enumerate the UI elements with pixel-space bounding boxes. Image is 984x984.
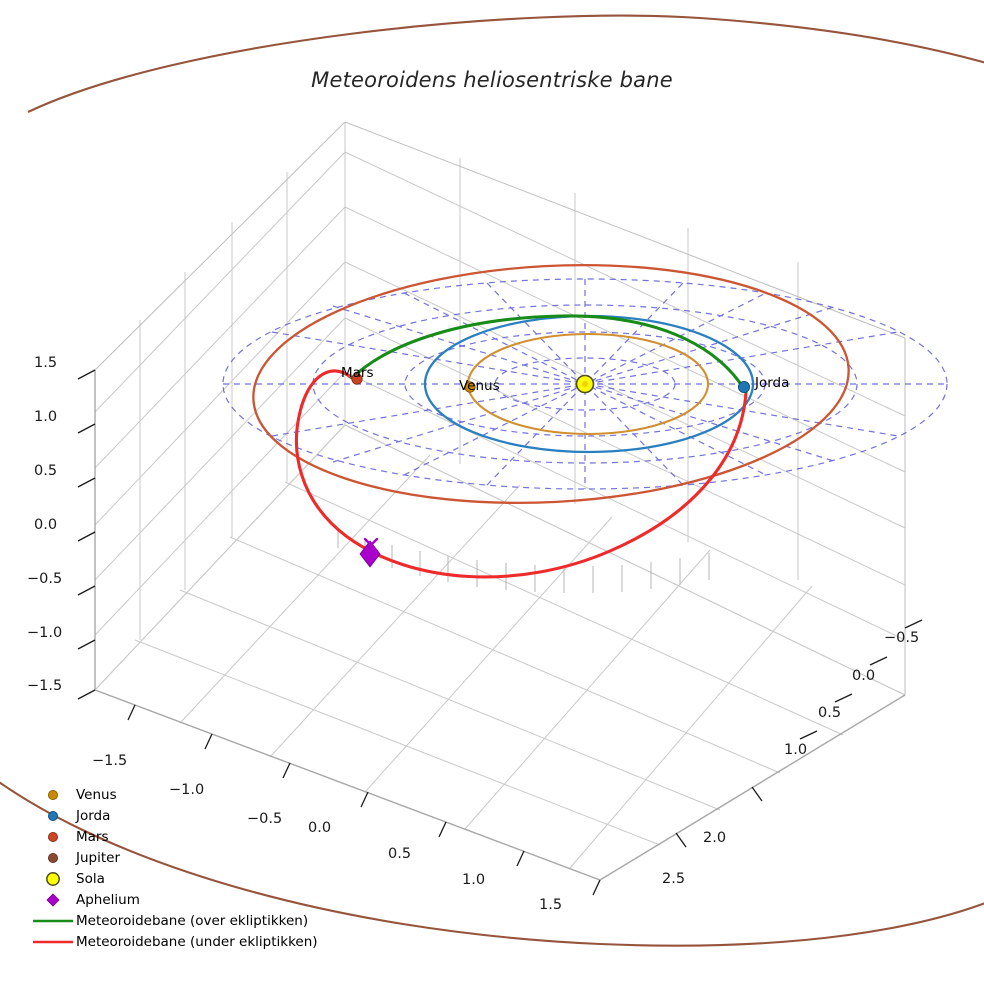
y-tick-1_0: 1.0 bbox=[34, 409, 58, 425]
body-label-mars: Mars bbox=[341, 365, 374, 381]
x-tick-0_0: 0.0 bbox=[308, 820, 332, 836]
x-tick-neg1_0: −1.0 bbox=[169, 782, 205, 798]
page-title: Meteoroidens heliosentriske bane bbox=[311, 68, 673, 92]
legend-marker-venus-icon bbox=[30, 784, 76, 805]
legend-marker-sola-icon bbox=[30, 868, 76, 889]
z-tick-neg0_5: −0.5 bbox=[884, 630, 920, 646]
legend-item-venus: Venus bbox=[30, 784, 330, 805]
y-tick-0_5: 0.5 bbox=[34, 463, 58, 479]
legend-item-meteoroid-over: Meteoroidebane (over ekliptikken) bbox=[30, 910, 330, 931]
legend-item-mars: Mars bbox=[30, 826, 330, 847]
z-tick-1_0: 1.0 bbox=[784, 742, 808, 758]
legend-label-jupiter: Jupiter bbox=[76, 849, 121, 866]
legend-marker-jupiter-icon bbox=[30, 847, 76, 868]
legend-label-venus: Venus bbox=[76, 786, 117, 803]
marker-jorda bbox=[738, 380, 751, 393]
legend-line-meteoroid-under-icon bbox=[30, 931, 76, 952]
legend-item-jorda: Jorda bbox=[30, 805, 330, 826]
legend-label-meteoroid-under: Meteoroidebane (under ekliptikken) bbox=[76, 933, 318, 950]
pane-grid bbox=[94, 121, 906, 881]
y-tick-1_5: 1.5 bbox=[34, 355, 58, 371]
x-tick-neg0_5: −0.5 bbox=[247, 811, 283, 827]
meteoroid-orbit-under-ecliptic bbox=[294, 369, 748, 579]
body-markers bbox=[351, 373, 751, 394]
legend-item-meteoroid-under: Meteoroidebane (under ekliptikken) bbox=[30, 931, 330, 952]
marker-venus bbox=[464, 381, 476, 393]
x-tick-2_5: 2.5 bbox=[662, 871, 686, 887]
legend-marker-aphelium-icon bbox=[30, 889, 76, 910]
legend-marker-mars-icon bbox=[30, 826, 76, 847]
legend-item-sola: Sola bbox=[30, 868, 330, 889]
x-tick-1_0: 1.0 bbox=[462, 872, 486, 888]
body-label-venus: Venus bbox=[459, 378, 500, 394]
legend-label-jorda: Jorda bbox=[76, 807, 111, 824]
y-tick-neg1_5: −1.5 bbox=[27, 678, 63, 694]
meteoroid-dropline-stems bbox=[337, 528, 710, 593]
marker-mars bbox=[351, 373, 363, 385]
legend-label-mars: Mars bbox=[76, 828, 109, 845]
orbit-mars bbox=[252, 263, 850, 505]
z-tick-0_0: 0.0 bbox=[852, 668, 876, 684]
orbit-jupiter bbox=[0, 14, 984, 947]
axis-ticks bbox=[77, 369, 923, 896]
z-tick-0_5: 0.5 bbox=[818, 705, 842, 721]
x-tick-neg1_5: −1.5 bbox=[92, 753, 128, 769]
marker-sola-inner bbox=[582, 381, 588, 387]
y-tick-0_0: 0.0 bbox=[34, 517, 58, 533]
y-tick-neg0_5: −0.5 bbox=[27, 571, 63, 587]
x-tick-1_5: 1.5 bbox=[539, 897, 563, 913]
meteoroid-orbit-over-ecliptic bbox=[350, 314, 748, 394]
legend: Venus Jorda Mars Jupiter Sola bbox=[30, 784, 330, 952]
legend-label-meteoroid-over: Meteoroidebane (over ekliptikken) bbox=[76, 912, 309, 929]
legend-label-aphelium: Aphelium bbox=[76, 891, 140, 908]
legend-item-jupiter: Jupiter bbox=[30, 847, 330, 868]
legend-line-meteoroid-over-icon bbox=[30, 910, 76, 931]
legend-item-aphelium: Aphelium bbox=[30, 889, 330, 910]
marker-aphelium bbox=[359, 537, 381, 568]
legend-marker-jorda-icon bbox=[30, 805, 76, 826]
legend-label-sola: Sola bbox=[76, 870, 105, 887]
x-tick-0_5: 0.5 bbox=[388, 846, 412, 862]
y-tick-neg1_0: −1.0 bbox=[27, 625, 63, 641]
x-tick-2_0: 2.0 bbox=[703, 830, 727, 846]
body-label-jorda: Jorda bbox=[755, 375, 790, 391]
